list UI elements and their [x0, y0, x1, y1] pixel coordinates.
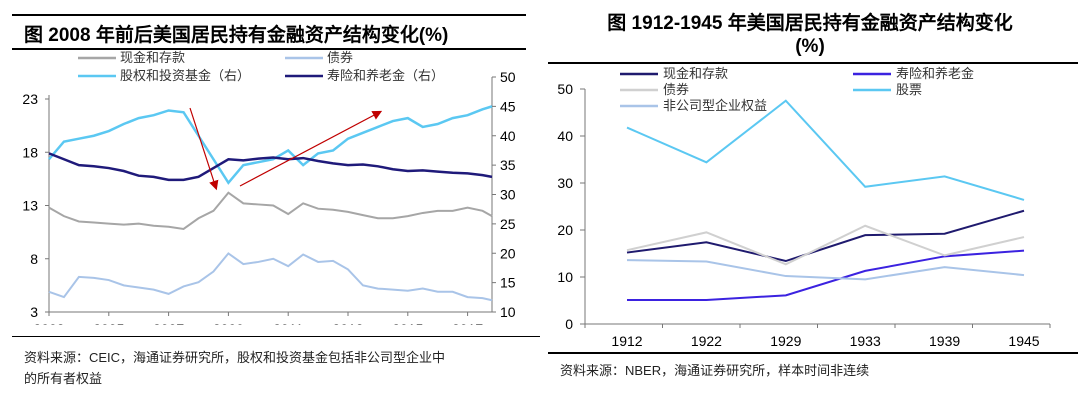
x-tick-label: 2011	[273, 321, 303, 325]
left-source-note: 资料来源：CEIC，海通证券研究所，股权和投资基金包括非公司型企业中	[24, 350, 446, 365]
left-source-note-2: 的所有者权益	[24, 371, 103, 386]
legend-label: 现金和存款	[663, 66, 728, 81]
x-tick-label: 1922	[691, 333, 722, 349]
series-line	[48, 191, 493, 230]
legend-label: 寿险和养老金（右）	[327, 68, 444, 83]
x-tick-label: 2003	[33, 321, 64, 325]
left-chart: 3 8 13 18 23 10 15 20 25 30 35 40 45 50 2003 2005 2007 20…	[22, 50, 516, 325]
left-chart-title: 图 2008 年前后美国居民持有金融资产结构变化(%)	[24, 25, 449, 46]
series-line	[48, 152, 493, 182]
recovery-arrow	[239, 110, 383, 187]
x-tick-label: 2013	[332, 321, 363, 325]
left-top-rule	[12, 14, 526, 16]
left-bottom-rule	[12, 336, 540, 337]
y-tick-label: 18	[22, 144, 38, 160]
y2-tick-label: 30	[500, 187, 516, 203]
legend-label: 股票	[896, 82, 922, 97]
x-tick-label: 1912	[611, 333, 642, 349]
y2-tick-label: 20	[500, 245, 516, 261]
y2-tick-label: 40	[500, 128, 516, 144]
x-tick-label: 2015	[392, 321, 423, 325]
series-line	[626, 224, 1025, 266]
series-line	[626, 259, 1025, 281]
y2-tick-label: 50	[500, 69, 516, 85]
legend-label: 非公司型企业权益	[663, 98, 767, 113]
y2-tick-label: 15	[500, 275, 516, 291]
right-chart-title: 图 1912-1945 年美国居民持有金融资产结构变化	[607, 13, 1013, 34]
y2-tick-label: 45	[500, 98, 516, 114]
y-tick-label: 20	[557, 222, 573, 238]
x-tick-label: 2017	[452, 321, 483, 325]
y-tick-label: 3	[30, 304, 38, 320]
y2-tick-label: 10	[500, 304, 516, 320]
x-tick-label: 2007	[153, 321, 184, 325]
decline-arrow	[189, 107, 219, 191]
y-tick-label: 13	[22, 198, 38, 214]
series-line	[627, 249, 1025, 302]
right-bottom-rule	[548, 352, 1078, 354]
left-title-rule	[12, 48, 526, 50]
right-title-rule	[548, 62, 1078, 64]
right-source-note: 资料来源：NBER，海通证券研究所，样本时间非连续	[560, 363, 870, 378]
legend-label: 寿险和养老金	[896, 66, 974, 81]
y-tick-label: 50	[557, 81, 573, 97]
x-tick-label: 1929	[770, 333, 801, 349]
y-tick-label: 23	[22, 91, 38, 107]
legend-label: 现金和存款	[120, 50, 185, 65]
x-tick-label: 1933	[850, 333, 881, 349]
y-tick-label: 40	[557, 128, 573, 144]
y-tick-label: 30	[557, 175, 573, 191]
legend-label: 债券	[327, 50, 353, 65]
x-tick-label: 2005	[93, 321, 124, 325]
x-tick-label: 2009	[213, 321, 244, 325]
x-tick-label: 1939	[929, 333, 960, 349]
y-tick-label: 0	[565, 316, 573, 332]
y2-tick-label: 25	[500, 216, 516, 232]
right-chart: 0 10 20 30 40 50 1912 1922 1929 1933 1939 1945 现金和存款…	[557, 66, 1051, 349]
x-tick-label: 1945	[1008, 333, 1039, 349]
series-line	[48, 105, 493, 185]
series-line	[48, 252, 493, 302]
legend-label: 股权和投资基金（右）	[120, 68, 250, 83]
y2-tick-label: 35	[500, 157, 516, 173]
legend-label: 债券	[663, 82, 689, 97]
series-line	[626, 209, 1025, 263]
right-chart-title-unit: (%)	[795, 36, 825, 57]
series-line	[626, 99, 1025, 201]
y-tick-label: 8	[30, 251, 38, 267]
y-tick-label: 10	[557, 269, 573, 285]
